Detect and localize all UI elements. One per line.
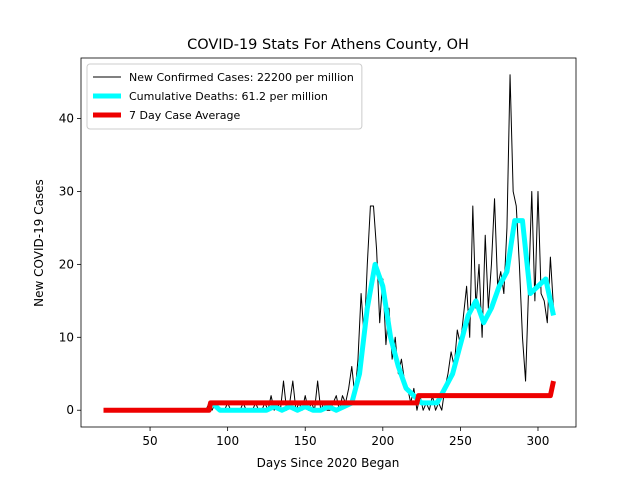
x-tick-label: 100 — [216, 434, 239, 448]
legend-label: 7 Day Case Average — [129, 109, 241, 122]
chart-title: COVID-19 Stats For Athens County, OH — [187, 37, 469, 53]
legend-label: Cumulative Deaths: 61.2 per million — [129, 90, 328, 103]
data-line — [210, 218, 556, 413]
legend-box — [86, 63, 363, 130]
data-line — [103, 380, 556, 413]
x-tick-label: 50 — [142, 434, 157, 448]
x-tick-label: 300 — [527, 434, 550, 448]
y-tick-label: 40 — [59, 112, 74, 126]
x-tick-label: 250 — [449, 434, 472, 448]
x-axis-label: Days Since 2020 Began — [257, 456, 400, 470]
legend-label: New Confirmed Cases: 22200 per million — [129, 71, 354, 84]
y-axis-label: New COVID-19 Cases — [32, 179, 46, 307]
x-tick-label: 200 — [371, 434, 394, 448]
y-tick-label: 30 — [59, 184, 74, 198]
legend: New Confirmed Cases: 22200 per million Cu… — [86, 63, 363, 130]
plot-frame — [80, 57, 577, 428]
y-tick-label: 0 — [66, 403, 74, 417]
y-tick-label: 20 — [59, 257, 74, 271]
x-tick-label: 150 — [294, 434, 317, 448]
y-tick-label: 10 — [59, 330, 74, 344]
